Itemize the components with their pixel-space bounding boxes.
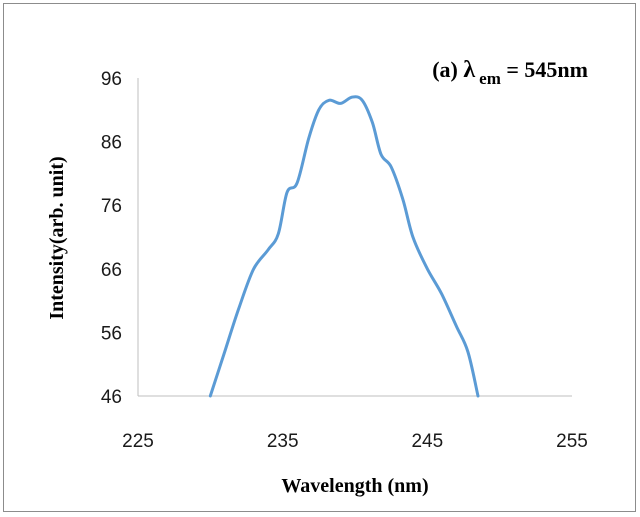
y-tick-label: 96: [101, 69, 122, 90]
emission-annotation: (a) λ em = 545nm: [432, 57, 588, 88]
y-tick-label: 76: [101, 196, 122, 217]
y-tick-labels: 46 56 66 76 86 96: [101, 69, 122, 408]
y-tick-label: 46: [101, 387, 122, 408]
y-axis-title: Intensity(arb. unit): [46, 156, 68, 319]
lambda-symbol: λ: [463, 57, 475, 83]
x-tick-label: 245: [411, 431, 443, 452]
x-axis-title: Wavelength (nm): [281, 475, 428, 497]
annotation-prefix: (a): [432, 57, 463, 82]
y-tick-label: 56: [101, 323, 122, 344]
series-line: [208, 95, 480, 398]
x-tick-label: 225: [122, 431, 154, 452]
x-tick-label: 235: [267, 431, 299, 452]
y-tick-label: 66: [101, 260, 122, 281]
annotation-suffix: = 545nm: [501, 57, 588, 82]
chart-frame: [3, 3, 636, 512]
x-tick-labels: 225 235 245 255: [122, 431, 588, 452]
y-tick-label: 86: [101, 133, 122, 154]
x-tick-label: 255: [556, 431, 588, 452]
annotation-subscript: em: [479, 69, 501, 88]
